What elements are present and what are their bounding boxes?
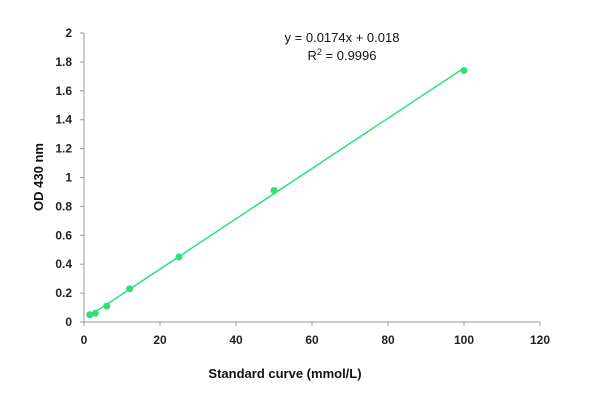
r-squared-value: = 0.9996 [322,48,377,63]
y-tick-label: 1.2 [55,142,72,156]
x-tick-label: 120 [530,333,550,347]
y-tick-label: 1.8 [55,55,72,69]
x-tick-label: 100 [454,333,474,347]
y-tick-label: 1.4 [55,113,72,127]
y-tick-label: 0.2 [55,286,72,300]
data-point [270,187,278,195]
regression-equation: y = 0.0174x + 0.018 [285,30,400,45]
x-axis-ticks: 0 20 40 60 80 100 120 [81,322,550,347]
r-squared-sup: 2 [317,47,322,57]
x-axis-title: Standard curve (mmol/L) [208,366,361,381]
data-point [91,309,99,317]
data-point [460,67,468,75]
y-tick-label: 2 [65,26,72,40]
x-tick-label: 80 [381,333,395,347]
y-tick-label: 0 [65,315,72,329]
data-point [86,311,94,319]
data-points [86,67,468,319]
y-tick-label: 1 [65,171,72,185]
x-tick-label: 60 [305,333,319,347]
y-tick-label: 0.4 [55,257,72,271]
r-squared-label: R2 = 0.9996 [308,47,377,63]
x-tick-label: 40 [229,333,243,347]
data-point [175,253,183,261]
data-point [103,302,111,310]
y-tick-label: 0.6 [55,228,72,242]
y-axis-title: OD 430 nm [31,143,46,211]
axes [83,33,540,323]
y-tick-label: 1.6 [55,84,72,98]
r-squared-r: R [308,48,317,63]
data-point [126,285,134,293]
y-tick-label: 0.8 [55,199,72,213]
x-tick-label: 20 [153,333,167,347]
x-tick-label: 0 [81,333,88,347]
y-axis-ticks: 0 0.2 0.4 0.6 0.8 1 1.2 1.4 1.6 1.8 2 [55,26,84,329]
